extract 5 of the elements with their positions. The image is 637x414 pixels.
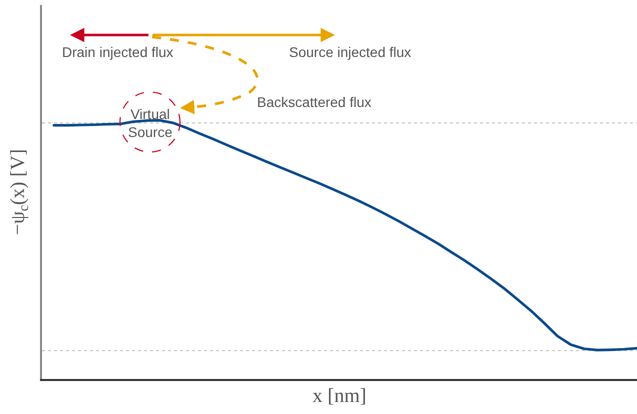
x-axis-title: x [nm]	[312, 384, 366, 407]
annotation: Drain injected flux	[62, 44, 174, 60]
annotation: Source injected flux	[289, 44, 412, 60]
annotation: Backscattered flux	[257, 94, 372, 110]
annotation: Virtual Source	[128, 106, 172, 140]
